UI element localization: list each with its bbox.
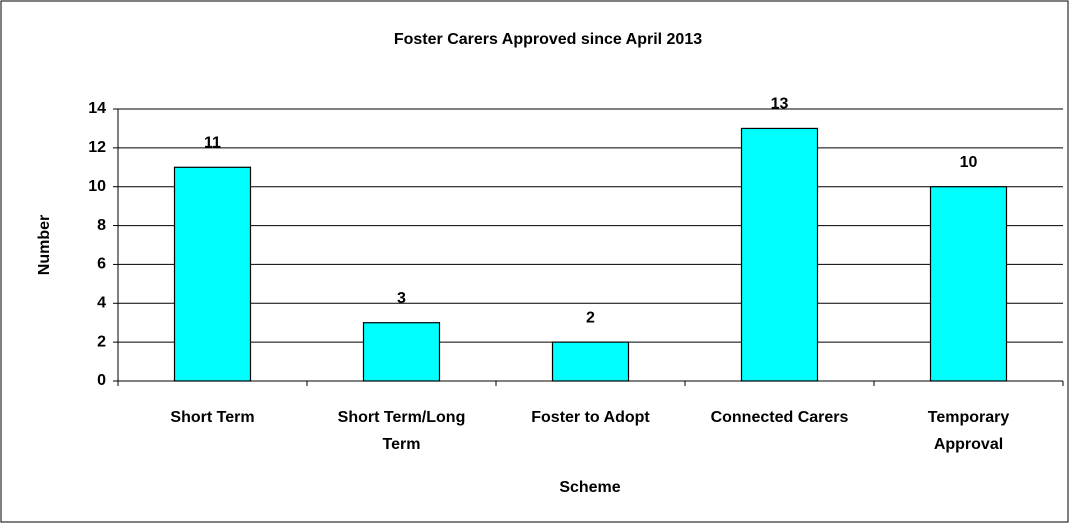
y-tick-label: 14 [88,100,106,117]
x-tick-label: Connected Carers [711,409,849,426]
x-tick-label: Short Term/Long Term [338,409,466,453]
data-label: 10 [960,154,978,171]
y-tick-label: 2 [97,333,106,350]
chart-title: Foster Carers Approved since April 2013 [394,31,702,48]
y-tick-label: 0 [97,372,106,389]
bar [929,186,1008,382]
x-tick-label: Short Term [170,409,254,426]
data-label: 3 [397,290,406,307]
data-label: 13 [771,96,789,113]
data-label: 11 [204,135,221,152]
y-tick-label: 4 [97,295,106,312]
bar [551,341,630,382]
bar [740,127,819,382]
bar [362,322,441,382]
x-tick-label: Foster to Adopt [531,409,650,426]
y-tick-label: 8 [97,217,106,234]
x-tick-label: Temporary Approval [928,409,1010,453]
x-axis-label: Scheme [559,479,620,496]
bar [173,166,252,382]
y-tick-label: 6 [97,256,106,273]
y-axis-label: Number [36,215,53,275]
data-label: 2 [586,309,595,326]
y-tick-label: 10 [88,178,106,195]
y-tick-label: 12 [88,139,106,156]
